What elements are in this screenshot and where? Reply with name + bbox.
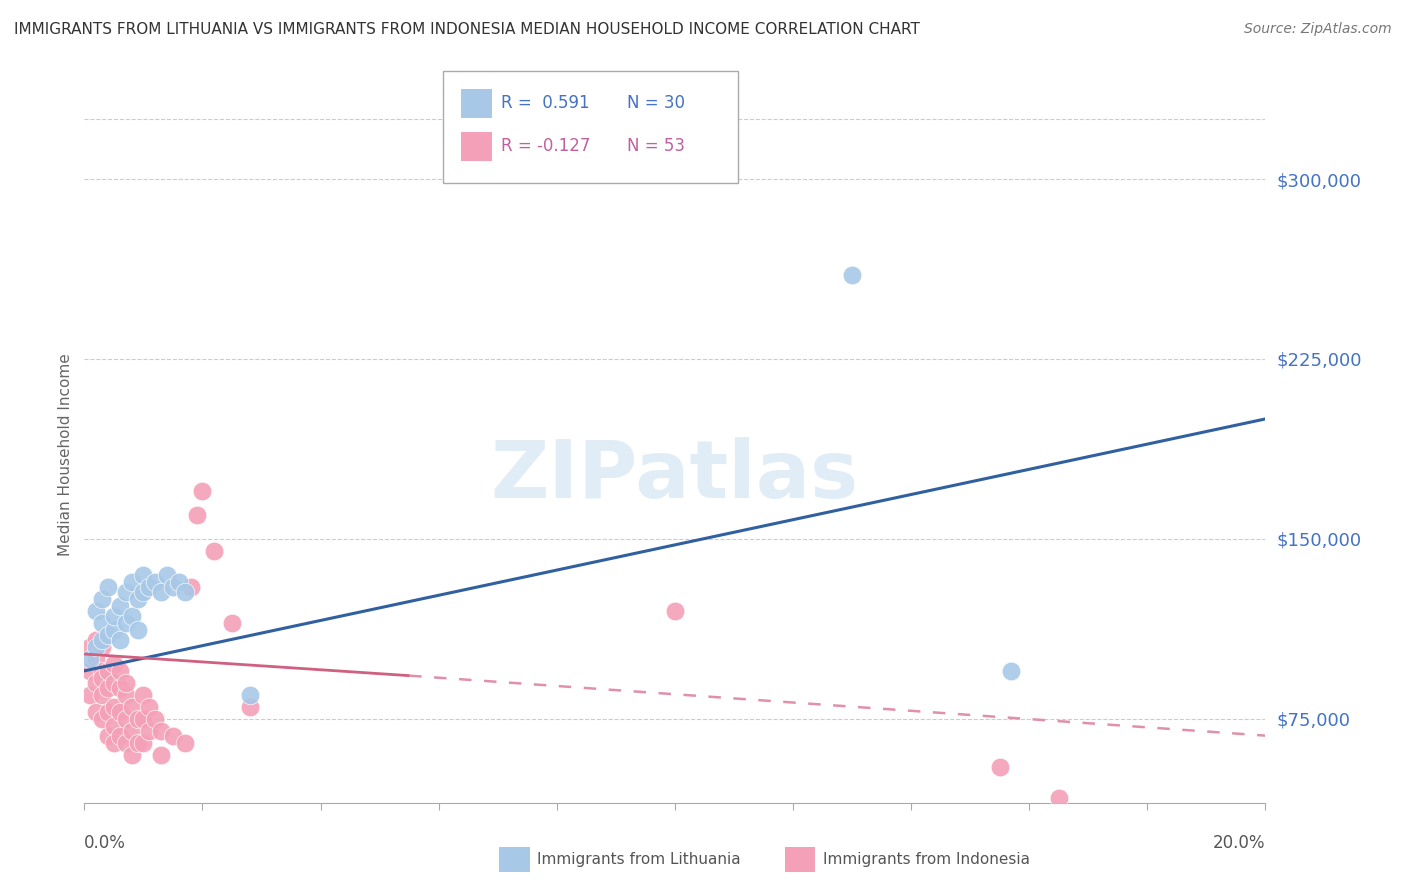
Text: 0.0%: 0.0%	[84, 834, 127, 852]
Point	[121, 608, 143, 623]
Point	[180, 580, 202, 594]
Point	[150, 723, 173, 738]
Point	[103, 657, 125, 671]
Point	[1047, 791, 1070, 805]
Point	[108, 705, 131, 719]
Point	[221, 615, 243, 630]
Y-axis label: Median Household Income: Median Household Income	[58, 353, 73, 557]
Point	[150, 584, 173, 599]
Point	[239, 699, 262, 714]
Point	[84, 640, 107, 654]
Text: N = 30: N = 30	[627, 95, 685, 112]
Point	[91, 712, 114, 726]
Point	[173, 584, 195, 599]
Point	[143, 575, 166, 590]
Point	[103, 736, 125, 750]
Text: Immigrants from Lithuania: Immigrants from Lithuania	[537, 853, 741, 867]
Point	[91, 640, 114, 654]
Point	[132, 688, 155, 702]
Point	[173, 736, 195, 750]
Point	[91, 688, 114, 702]
Point	[132, 712, 155, 726]
Text: IMMIGRANTS FROM LITHUANIA VS IMMIGRANTS FROM INDONESIA MEDIAN HOUSEHOLD INCOME C: IMMIGRANTS FROM LITHUANIA VS IMMIGRANTS …	[14, 22, 920, 37]
Point	[103, 608, 125, 623]
Point	[84, 652, 107, 666]
Point	[121, 723, 143, 738]
Point	[84, 632, 107, 647]
Point	[97, 664, 120, 678]
Text: 20.0%: 20.0%	[1213, 834, 1265, 852]
Point	[127, 623, 149, 637]
Point	[186, 508, 208, 522]
Point	[103, 699, 125, 714]
Point	[108, 664, 131, 678]
Text: ZIPatlas: ZIPatlas	[491, 437, 859, 515]
Point	[114, 584, 136, 599]
Point	[91, 615, 114, 630]
Point	[127, 736, 149, 750]
Point	[79, 688, 101, 702]
Point	[132, 584, 155, 599]
Text: Immigrants from Indonesia: Immigrants from Indonesia	[823, 853, 1029, 867]
Point	[132, 567, 155, 582]
Point	[84, 705, 107, 719]
Point	[79, 640, 101, 654]
Point	[841, 268, 863, 282]
Point	[114, 676, 136, 690]
Point	[84, 676, 107, 690]
Point	[91, 591, 114, 606]
Point	[1000, 664, 1022, 678]
Point	[988, 760, 1011, 774]
Point	[138, 699, 160, 714]
Point	[103, 623, 125, 637]
Point	[97, 628, 120, 642]
Point	[79, 664, 101, 678]
Point	[156, 567, 179, 582]
Point	[108, 729, 131, 743]
Point	[108, 599, 131, 613]
Point	[91, 632, 114, 647]
Point	[121, 699, 143, 714]
Point	[132, 736, 155, 750]
Point	[79, 652, 101, 666]
Point	[114, 688, 136, 702]
Point	[108, 681, 131, 695]
Point	[138, 580, 160, 594]
Point	[121, 747, 143, 762]
Point	[91, 664, 114, 678]
Point	[162, 580, 184, 594]
Point	[121, 575, 143, 590]
Point	[97, 729, 120, 743]
Point	[127, 591, 149, 606]
Point	[114, 615, 136, 630]
Point	[91, 671, 114, 685]
Point	[84, 604, 107, 618]
Text: R =  0.591: R = 0.591	[501, 95, 589, 112]
Point	[97, 580, 120, 594]
Point	[97, 705, 120, 719]
Point	[103, 719, 125, 733]
Point	[114, 712, 136, 726]
Text: N = 53: N = 53	[627, 137, 685, 155]
Point	[664, 604, 686, 618]
Point	[97, 681, 120, 695]
Text: Source: ZipAtlas.com: Source: ZipAtlas.com	[1244, 22, 1392, 37]
Point	[103, 676, 125, 690]
Point	[239, 688, 262, 702]
Point	[162, 729, 184, 743]
Point	[202, 544, 225, 558]
Point	[114, 736, 136, 750]
Text: R = -0.127: R = -0.127	[501, 137, 591, 155]
Point	[143, 712, 166, 726]
Point	[167, 575, 190, 590]
Point	[127, 712, 149, 726]
Point	[138, 723, 160, 738]
Point	[150, 747, 173, 762]
Point	[108, 632, 131, 647]
Point	[191, 483, 214, 498]
